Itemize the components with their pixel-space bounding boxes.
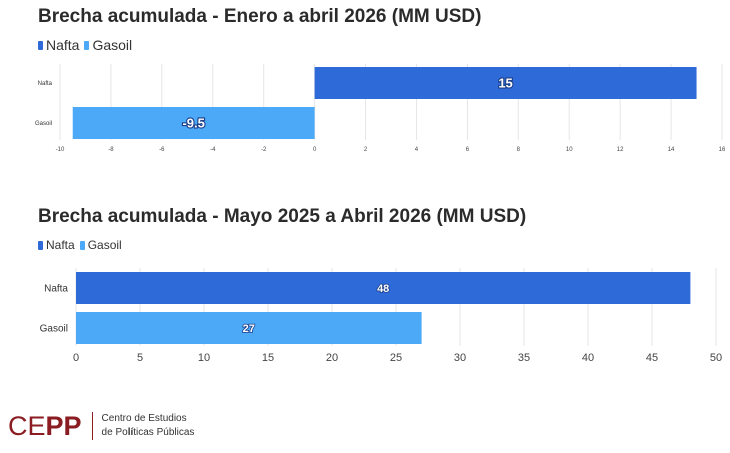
logo-text-ce: CE xyxy=(8,410,46,441)
org-name-line2-pre: de Po xyxy=(101,427,128,438)
chart1-x-tick-label: -4 xyxy=(210,147,216,153)
logo-text-pp: PP xyxy=(45,410,82,441)
legend-swatch-gasoil xyxy=(79,240,85,250)
chart1-category-label: Nafta xyxy=(38,81,53,87)
legend-swatch-gasoil xyxy=(84,40,90,50)
chart1-x-tick-label: 8 xyxy=(517,147,521,153)
chart1-data-label: -9.5 xyxy=(182,116,204,131)
logo-divider xyxy=(91,412,93,440)
legend-label-nafta: Nafta xyxy=(46,37,80,53)
legend-swatch-nafta xyxy=(38,40,43,50)
org-name-line2-post: ticas Públicas xyxy=(133,427,195,438)
chart2-title: Brecha acumulada - Mayo 2025 a Abril 202… xyxy=(38,206,527,227)
chart2-x-tick-label: 40 xyxy=(582,352,594,364)
legend-item-nafta[interactable]: Nafta xyxy=(38,238,75,252)
chart2-x-tick-label: 45 xyxy=(646,352,658,364)
chart1-x-tick-label: 4 xyxy=(415,147,419,153)
chart2-category-label: Nafta xyxy=(44,284,68,295)
chart2-bar-gasoil xyxy=(76,312,422,344)
chart1-x-tick-label: 14 xyxy=(668,147,675,153)
chart2-x-tick-label: 30 xyxy=(454,352,466,364)
chart1-title: Brecha acumulada - Enero a abril 2026 (M… xyxy=(38,6,482,27)
chart2-x-tick-label: 15 xyxy=(262,352,274,364)
chart2-x-tick-label: 25 xyxy=(390,352,402,364)
legend-label-nafta: Nafta xyxy=(46,238,75,252)
org-name: Centro de Estudios de Políticas Públicas xyxy=(102,412,195,440)
legend-item-gasoil[interactable]: Gasoil xyxy=(84,37,132,53)
chart1-bar-gasoil xyxy=(72,107,315,139)
chart2-x-tick-label: 50 xyxy=(710,352,722,364)
chart2-legend: Nafta Gasoil xyxy=(38,238,127,252)
chart2-x-tick-label: 20 xyxy=(326,352,338,364)
chart1-x-tick-label: -6 xyxy=(159,147,165,153)
chart1-x-tick-label: -10 xyxy=(56,147,65,153)
org-name-line2: de Políticas Públicas xyxy=(102,426,195,440)
chart2-x-tick-label: 5 xyxy=(137,352,143,364)
chart1-x-tick-label: 10 xyxy=(566,147,573,153)
legend-label-gasoil: Gasoil xyxy=(92,37,133,53)
footer: CEPP Centro de Estudios de Políticas Púb… xyxy=(8,412,194,440)
chart2-category-label: Gasoil xyxy=(40,324,68,335)
chart2-bar-nafta xyxy=(76,272,691,304)
charts-canvas: -10 -8 -6 -4 -2 0 2 4 6 8 10 12 14 16 Nafta 15 Gasoil -9.… xyxy=(35,64,726,364)
chart1-x-tick-label: 0 xyxy=(313,147,317,153)
chart1-x-tick-label: 12 xyxy=(617,147,624,153)
org-name-line2-bold: lí xyxy=(127,427,134,438)
chart2-x-tick-label: 35 xyxy=(518,352,530,364)
chart2-data-label: 48 xyxy=(377,283,389,295)
chart2-data-label: 27 xyxy=(243,323,255,335)
org-name-line1: Centro de Estudios xyxy=(101,413,187,424)
chart1-x-tick-label: -2 xyxy=(261,147,267,153)
chart1-x-tick-label: 2 xyxy=(364,147,368,153)
legend-label-gasoil: Gasoil xyxy=(87,238,122,252)
cepp-logo: CEPP xyxy=(8,410,82,441)
legend-item-gasoil[interactable]: Gasoil xyxy=(79,238,122,252)
legend-item-nafta[interactable]: Nafta xyxy=(38,37,79,53)
chart2-x-tick-label: 0 xyxy=(73,352,79,364)
chart1-x-tick-label: 16 xyxy=(719,147,726,153)
chart1-category-label: Gasoil xyxy=(35,121,52,127)
chart1-legend: Nafta Gasoil xyxy=(38,37,137,53)
chart1-data-label: 15 xyxy=(498,76,512,91)
chart1-bar-nafta xyxy=(314,67,697,99)
legend-swatch-nafta xyxy=(38,240,43,250)
chart1-x-tick-label: 6 xyxy=(466,147,470,153)
chart1-x-tick-label: -8 xyxy=(108,147,114,153)
chart2-x-tick-label: 10 xyxy=(198,352,210,364)
